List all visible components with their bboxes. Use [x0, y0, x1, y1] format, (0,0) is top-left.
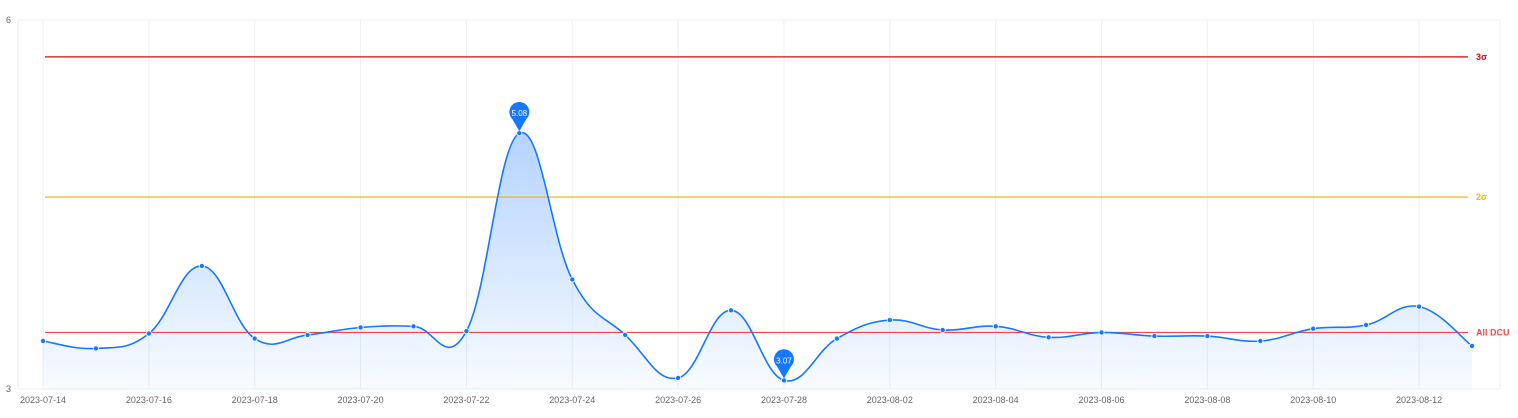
- marker-pin: [509, 102, 530, 132]
- reference-line-label: 2σ: [1476, 192, 1487, 202]
- x-tick-label: 2023-07-16: [126, 395, 172, 405]
- x-tick-label: 2023-08-04: [973, 395, 1019, 405]
- x-tick-label: 2023-07-26: [655, 395, 701, 405]
- data-point: [1204, 333, 1211, 340]
- data-point: [198, 262, 205, 269]
- series-area: [43, 132, 1472, 389]
- x-tick-label: 2023-08-08: [1184, 395, 1230, 405]
- data-point: [833, 335, 840, 342]
- data-point: [1257, 337, 1264, 344]
- data-point: [1416, 303, 1423, 310]
- data-point: [304, 331, 311, 338]
- data-point: [781, 377, 788, 384]
- value-marker: 5.08: [509, 102, 530, 132]
- data-point: [251, 335, 258, 342]
- area-fill: [43, 132, 1472, 389]
- x-tick-label: 2023-08-06: [1078, 395, 1124, 405]
- data-point: [728, 307, 735, 314]
- data-point: [569, 276, 576, 283]
- marker-label: 5.08: [512, 109, 528, 118]
- marker-label: 3.07: [776, 356, 792, 365]
- data-point: [622, 331, 629, 338]
- data-point: [1310, 325, 1317, 332]
- data-point: [992, 323, 999, 330]
- data-point: [357, 324, 364, 331]
- x-tick-label: 2023-07-18: [232, 395, 278, 405]
- data-point: [145, 330, 152, 337]
- x-tick-label: 2023-08-10: [1290, 395, 1336, 405]
- x-tick-label: 2023-07-20: [338, 395, 384, 405]
- reference-lines: 3σ 2σ All DCU: [45, 52, 1510, 337]
- data-point: [1363, 321, 1370, 328]
- x-tick-label: 2023-08-12: [1396, 395, 1442, 405]
- x-tick-label: 2023-07-28: [761, 395, 807, 405]
- data-point: [410, 323, 417, 330]
- value-markers: 5.08 3.07: [509, 102, 794, 379]
- x-tick-label: 2023-07-24: [549, 395, 595, 405]
- reference-line-label: All DCU: [1476, 327, 1510, 337]
- value-marker: 3.07: [773, 349, 794, 379]
- data-point: [675, 374, 682, 381]
- axes: 2023-07-14 2023-07-16 2023-07-18 2023-07-20…: [6, 15, 1442, 405]
- data-point: [1045, 334, 1052, 341]
- y-tick-label: 3: [6, 384, 11, 394]
- x-tick-label: 2023-08-02: [867, 395, 913, 405]
- data-point: [463, 328, 470, 335]
- reference-line-label: 3σ: [1476, 52, 1487, 62]
- data-point: [92, 345, 99, 352]
- data-point: [1098, 329, 1105, 336]
- data-points: [40, 130, 1476, 384]
- marker-pin: [773, 349, 794, 379]
- y-tick-label: 6: [6, 15, 11, 25]
- data-point: [886, 317, 893, 324]
- data-point: [40, 337, 47, 344]
- data-point: [1151, 333, 1158, 340]
- x-tick-label: 2023-07-14: [20, 395, 66, 405]
- data-point: [1469, 342, 1476, 349]
- x-tick-label: 2023-07-22: [443, 395, 489, 405]
- data-point: [516, 130, 523, 137]
- data-point: [939, 326, 946, 333]
